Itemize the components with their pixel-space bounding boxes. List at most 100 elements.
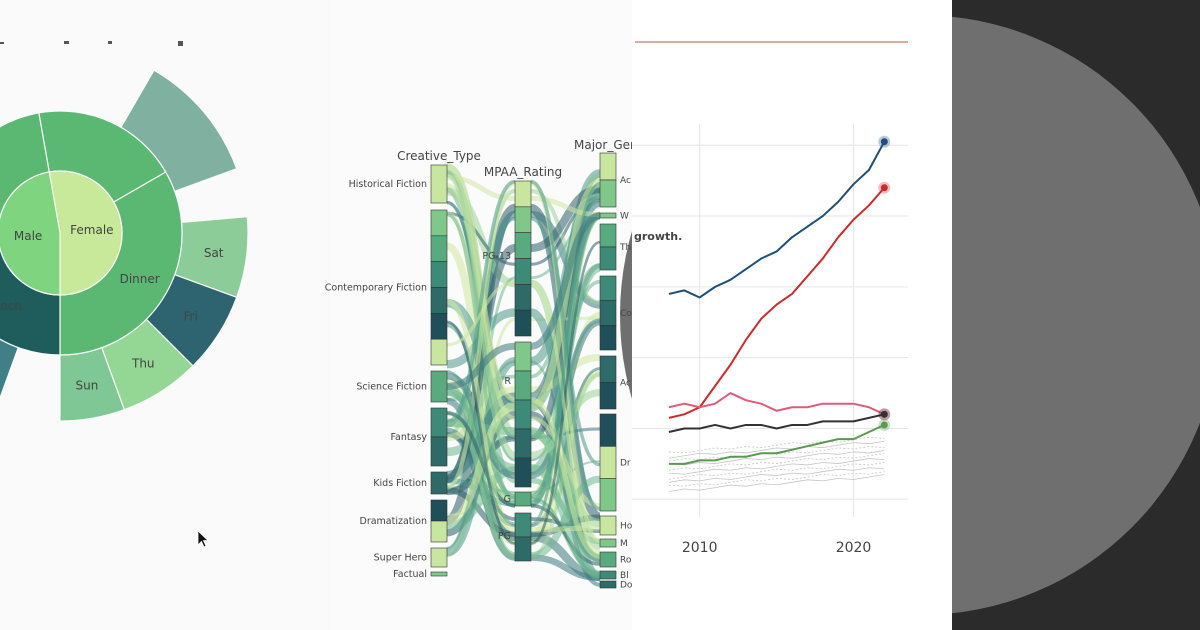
parcats-box-major-gen-co-2[interactable] (599, 325, 617, 351)
parcats-box-creative-type-fantasy-0[interactable] (430, 407, 448, 438)
parcats-category-label-dramatization: Dramatization (360, 516, 428, 527)
line-chart-series-3[interactable] (668, 413, 885, 434)
parcats-box-creative-type-factual-0[interactable] (430, 571, 448, 577)
parcats-ribbon-left-50 (446, 164, 516, 403)
parcats-box-mpaa-rating-pg-0[interactable] (514, 512, 532, 538)
sunburst-label-male: Male (14, 229, 42, 243)
parcats-box-creative-type-dramatization-0[interactable] (430, 499, 448, 522)
line-chart-background-series-0 (668, 474, 885, 492)
parcats-category-label-co: Co (620, 309, 632, 319)
line-chart-endpoint-3[interactable] (880, 410, 888, 418)
line-chart-x-tick-2020: 2020 (836, 540, 872, 556)
line-chart-background-series-6 (668, 450, 885, 466)
sunburst-label-sun: Sun (76, 379, 99, 393)
parcats-box-major-gen-do-0[interactable] (599, 580, 617, 589)
parcats-ribbon-right-53 (530, 464, 601, 579)
sunburst-sex-segment-female-0[interactable] (48, 170, 123, 296)
sunburst-sex-segment-male-1[interactable] (0, 171, 61, 296)
parcats-box-mpaa-rating-pg-13-5[interactable] (514, 309, 532, 337)
parcats-box-creative-type-kids-fiction-0[interactable] (430, 471, 448, 495)
sunburst-chart: SatFriThuSunFriThuDinnerLunchnnerFemaleM… (0, 69, 249, 422)
parcats-category-label-kids-fiction: Kids Fiction (373, 478, 427, 489)
parcats-box-major-gen-ac-1[interactable] (599, 179, 617, 208)
parcats-box-creative-type-contemporary-fiction-2[interactable] (430, 261, 448, 288)
parcats-box-mpaa-rating-r-1[interactable] (514, 370, 532, 401)
sunburst-label-thu: Thu (131, 357, 155, 371)
parcats-box-mpaa-rating-pg-13-2[interactable] (514, 232, 532, 259)
parcats-box-major-gen-dr-1[interactable] (599, 446, 617, 479)
line-chart: 2010 2020 growth. (632, 41, 908, 556)
parcats-category-label-historical-fiction: Historical Fiction (349, 179, 427, 190)
parcats-box-major-gen-th-0[interactable] (599, 223, 617, 248)
parcats-box-creative-type-contemporary-fiction-5[interactable] (430, 338, 448, 366)
parcats-dimension-title-major-gen: Major_Gen (574, 138, 638, 152)
line-chart-endpoint-4[interactable] (880, 421, 888, 429)
parcats-category-label-super-hero: Super Hero (374, 553, 428, 564)
parcats-box-creative-type-dramatization-1[interactable] (430, 520, 448, 543)
line-chart-background-series-1 (668, 471, 885, 487)
parcats-box-major-gen-th-1[interactable] (599, 246, 617, 271)
parcats-box-mpaa-rating-g-0[interactable] (514, 491, 532, 507)
parcats-ribbon-left-22 (446, 487, 516, 538)
parcats-box-creative-type-super-hero-0[interactable] (430, 547, 448, 568)
line-chart-background-series-9 (668, 436, 885, 454)
parcats-box-mpaa-rating-pg-13-0[interactable] (514, 180, 532, 208)
parcats-box-mpaa-rating-pg-13-1[interactable] (514, 206, 532, 233)
parcats-ribbon-right-51 (529, 178, 602, 411)
parcats-box-mpaa-rating-pg-1[interactable] (514, 536, 532, 562)
parcats-box-creative-type-contemporary-fiction-1[interactable] (430, 235, 448, 262)
parcats-box-major-gen-ro-0[interactable] (599, 551, 617, 568)
parcats-ribbon-right-46 (530, 196, 601, 218)
parcats-ribbon-left-52 (446, 411, 516, 508)
line-chart-series-1[interactable] (668, 187, 886, 419)
parcats-category-label-r: R (504, 376, 511, 387)
line-chart-background-series-2 (668, 467, 885, 483)
parcats-category-label-g: G (504, 494, 511, 505)
parcats-box-mpaa-rating-r-0[interactable] (514, 341, 532, 372)
line-chart-endpoint-0[interactable] (880, 138, 888, 146)
line-chart-series-4[interactable] (668, 424, 885, 465)
parcats-box-major-gen-m-0[interactable] (599, 538, 617, 548)
parcats-category-label-dr: Dr (620, 459, 631, 469)
sunburst-label-sat: Sat (204, 246, 224, 260)
parcats-box-mpaa-rating-pg-13-3[interactable] (514, 258, 532, 285)
line-chart-series-2[interactable] (668, 392, 885, 416)
parcats-box-mpaa-rating-r-3[interactable] (514, 428, 532, 459)
parcats-box-mpaa-rating-r-4[interactable] (514, 457, 532, 488)
parcats-box-major-gen-dr-0[interactable] (599, 413, 617, 447)
parcats-ribbon-left-56 (446, 320, 516, 545)
parcats-box-creative-type-contemporary-fiction-3[interactable] (430, 287, 448, 314)
parcats-box-creative-type-science-fiction-0[interactable] (430, 370, 448, 403)
parcats-box-creative-type-contemporary-fiction-0[interactable] (430, 209, 448, 237)
parcats-category-label-pg-13: PG-13 (482, 251, 511, 262)
parcats-box-major-gen-ac-0[interactable] (599, 152, 617, 181)
parcats-category-label-ho: Ho (620, 522, 633, 532)
parcats-box-major-gen-dr-2[interactable] (599, 478, 617, 512)
line-chart-background-series-4 (668, 458, 885, 475)
parcats-box-major-gen-co-1[interactable] (599, 300, 617, 326)
parcats-box-mpaa-rating-r-2[interactable] (514, 399, 532, 430)
parcats-box-major-gen-ho-0[interactable] (599, 515, 617, 536)
parcats-box-creative-type-fantasy-1[interactable] (430, 436, 448, 467)
mouse-cursor-icon (197, 530, 209, 548)
line-chart-background-series-7 (668, 446, 885, 462)
parcats-box-mpaa-rating-pg-13-4[interactable] (514, 284, 532, 311)
line-chart-annotation: growth. (634, 230, 682, 243)
parcats-box-major-gen-bl-0[interactable] (599, 570, 617, 580)
parcats-category-label-ac: Ac (620, 379, 631, 389)
line-chart-background-series-8 (668, 440, 885, 459)
parcats-box-major-gen-ac-0[interactable] (599, 355, 617, 383)
parcats-ribbon-left-55 (446, 179, 516, 424)
parcats-category-label-factual: Factual (393, 569, 427, 580)
parcats-box-creative-type-contemporary-fiction-4[interactable] (430, 313, 448, 340)
parcats-box-creative-type-historical-fiction-0[interactable] (430, 164, 448, 204)
line-chart-series-0[interactable] (668, 141, 886, 299)
parcats-category-label-pg: PG (498, 531, 511, 542)
sunburst-label-lunch: Lunch (0, 299, 22, 313)
parcats-box-major-gen-co-0[interactable] (599, 275, 617, 301)
parcats-ribbon-right-56 (530, 240, 601, 545)
parcats-box-major-gen-w-0[interactable] (599, 212, 617, 219)
parcats-box-major-gen-ac-1[interactable] (599, 382, 617, 410)
line-chart-endpoint-1[interactable] (880, 184, 888, 192)
